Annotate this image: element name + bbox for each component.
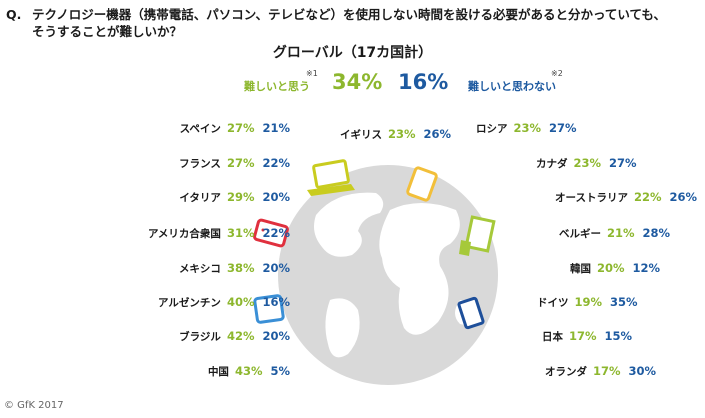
not-hard-label: 難しいと思わない [468,80,556,93]
global-not-hard-value: 16% [398,70,449,94]
not-hard-percent: 20% [262,261,290,275]
hard-percent: 17% [569,329,597,343]
continent-shape [314,192,384,257]
hard-percent: 23% [573,156,602,170]
not-hard-percent: 22% [262,226,290,240]
not-hard-percent: 15% [604,329,633,343]
country-row: ロシア 23% 27% [476,121,577,137]
not-hard-percent: 20% [262,190,290,204]
smartphone-icon [253,218,289,248]
hard-note: ※1 [306,69,318,78]
not-hard-percent: 20% [262,329,290,343]
country-row: 日本 17% 15% [542,329,632,345]
country-name: ロシア [476,123,508,135]
not-hard-percent: 35% [610,295,638,309]
not-hard-percent: 28% [642,226,671,240]
global-hard-value: 34% [332,70,383,94]
country-name: メキシコ [178,263,221,275]
laptop-icon [307,159,355,196]
country-name: ブラジル [179,331,221,343]
country-row: メキシコ 38% 20% [179,261,290,277]
country-name: オランダ [545,366,587,378]
hard-percent: 21% [607,226,635,240]
not-hard-percent: 21% [262,121,290,135]
not-hard-percent: 27% [609,156,637,170]
country-name: オーストラリア [555,192,628,204]
country-row: 韓国 20% 12% [570,261,660,277]
not-hard-percent: 30% [628,364,657,378]
not-hard-percent: 26% [423,127,452,141]
tablet-icon [406,166,438,202]
hard-percent: 31% [226,226,255,240]
monitor-icon [459,215,496,256]
not-hard-note: ※2 [551,69,563,78]
question-prefix: Q. [6,7,22,22]
country-name: アメリカ合衆国 [147,228,221,240]
country-row: アルゼンチン 40% 16% [158,295,290,311]
hard-percent: 17% [593,364,621,378]
country-row: オランダ 17% 30% [545,364,656,380]
tablet-icon [253,294,285,324]
country-row: オーストラリア 22% 26% [555,190,697,206]
not-hard-percent: 26% [669,190,698,204]
country-row: イギリス 23% 26% [340,127,451,143]
hard-percent: 22% [633,190,662,204]
country-name: ベルギー [559,228,601,240]
hard-percent: 27% [226,121,255,135]
country-name: イギリス [340,129,382,141]
country-row: アメリカ合衆国 31% 22% [148,226,290,242]
country-name: スペイン [179,123,221,135]
hard-percent: 23% [388,127,416,141]
hard-percent: 29% [226,190,255,204]
hard-percent: 40% [226,295,255,309]
question-text: Q. テクノロジー機器（携帯電話、パソコン、テレビなど）を使用しない時間を設ける必… [6,6,696,40]
hard-percent: 27% [226,156,255,170]
not-hard-percent: 5% [270,364,290,378]
country-name: フランス [179,158,221,170]
country-row: スペイン 27% 21% [180,121,290,137]
not-hard-percent: 16% [262,295,290,309]
country-row: ドイツ 19% 35% [537,295,638,311]
country-row: ベルギー 21% 28% [559,226,670,242]
hard-percent: 42% [226,329,255,343]
hard-percent: 20% [597,261,625,275]
country-row: ブラジル 42% 20% [179,329,290,345]
country-row: 中国 43% 5% [208,364,290,380]
country-row: フランス 27% 22% [179,156,290,172]
hard-percent: 19% [574,295,603,309]
copyright: © GfK 2017 [4,400,64,411]
not-hard-percent: 12% [632,261,661,275]
question-line-1: テクノロジー機器（携帯電話、パソコン、テレビなど）を使用しない時間を設ける必要が… [32,7,667,22]
country-name: 日本 [542,331,563,343]
hard-percent: 23% [513,121,542,135]
country-name: 中国 [207,366,229,378]
country-name: 韓国 [570,263,591,275]
continent-shape [379,203,460,335]
country-name: カナダ [536,158,568,170]
country-name: アルゼンチン [158,297,221,309]
hard-percent: 38% [226,261,255,275]
country-row: カナダ 23% 27% [536,156,637,172]
phone-icon [457,296,485,330]
country-row: イタリア 29% 20% [179,190,290,206]
not-hard-percent: 27% [549,121,577,135]
continent-shape [325,298,360,358]
country-name: イタリア [179,192,221,204]
not-hard-percent: 22% [262,156,290,170]
hard-label: 難しいと思う [244,80,310,93]
question-line-2: そうすることが難しいか？ [32,24,183,39]
global-title: グローバル（17カ国計） [272,45,433,61]
country-name: ドイツ [537,297,569,309]
hard-percent: 43% [234,364,263,378]
